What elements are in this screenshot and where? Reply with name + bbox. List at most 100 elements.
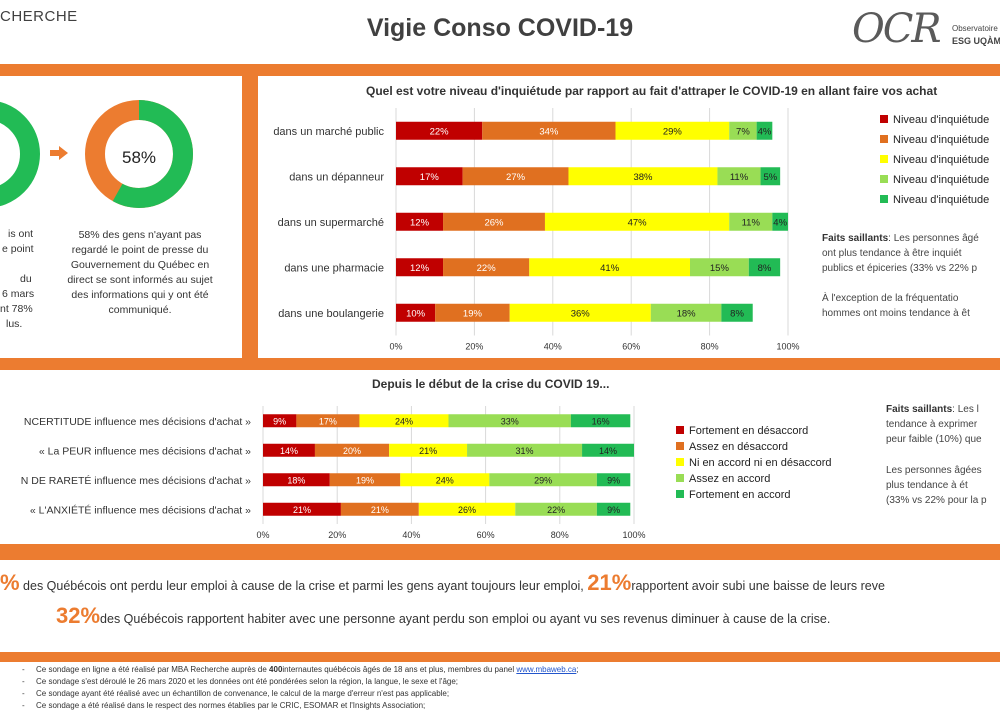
category-label: dans un marché public <box>273 126 384 138</box>
data-label: 22% <box>430 126 450 137</box>
arrow-right-icon <box>50 146 68 160</box>
bar-segment <box>359 414 449 428</box>
footnote-text: ; <box>576 665 579 674</box>
bar-segment <box>467 443 583 457</box>
category-label: N DE RARETÉ influence mes décisions d'ac… <box>21 474 251 487</box>
bar-segment <box>596 473 631 487</box>
bar-segment <box>448 414 571 428</box>
stat-text: rapportent avoir subi une baisse de leur… <box>631 579 885 593</box>
footnote-text: Ce sondage a été réalisé dans le respect… <box>36 701 426 710</box>
bar-segment <box>489 473 597 487</box>
x-tick-label: 20% <box>465 342 483 351</box>
footnote-text: internautes québécois âgés de 18 ans et … <box>282 665 517 674</box>
legend-label: Niveau d'inquiétude <box>893 174 990 186</box>
bar-segment <box>729 121 757 140</box>
faits-line: Les personnes âgées <box>886 465 982 476</box>
footnote-item: - Ce sondage en ligne a été réalisé par M… <box>22 665 579 674</box>
bar-segment <box>544 212 730 231</box>
data-label: 9% <box>273 416 286 426</box>
faits-heading: Faits saillants <box>886 404 953 415</box>
cut-text-line: e point <box>2 243 34 255</box>
faits-saillants-2: Faits saillants: Les l <box>886 402 979 417</box>
chart2-svg: 0% 20% 40% 60% 80% 100% NCERTITUDE influence m… <box>21 406 646 540</box>
legend-swatch <box>880 175 888 183</box>
bar-segment <box>721 303 753 322</box>
x-tick-label: 0% <box>389 342 402 351</box>
chart1-title: Quel est votre niveau d'inquiétude par r… <box>366 84 938 98</box>
bar-segment <box>482 121 616 140</box>
chart1-svg: 0% 20% 40% 60% 80% 100% dans un marché public 2… <box>273 108 800 351</box>
legend-label: Niveau d'inquiétude <box>893 114 990 126</box>
data-label: 11% <box>742 217 761 228</box>
bar-segment <box>263 502 341 516</box>
faits-line: plus tendance à ét <box>886 480 968 491</box>
data-label: 7% <box>736 126 750 137</box>
bar-segment <box>329 473 401 487</box>
data-label: 22% <box>547 505 565 515</box>
category-label: NCERTITUDE influence mes décisions d'ach… <box>24 416 251 428</box>
data-label: 38% <box>633 172 653 183</box>
data-label: 18% <box>287 475 305 485</box>
x-tick-label: 100% <box>622 530 645 540</box>
legend-label: Assez en désaccord <box>689 441 789 453</box>
legend-label: Niveau d'inquiétude <box>893 154 990 166</box>
legend-swatch <box>676 474 684 482</box>
page-title: Vigie Conso COVID-19 <box>366 14 634 42</box>
data-label: 4% <box>758 126 772 137</box>
bar-segment <box>717 167 761 186</box>
cut-donut-green <box>0 101 40 207</box>
chart2-legend-item: Ni en accord ni en désaccord <box>676 457 831 469</box>
bar-segment <box>509 303 651 322</box>
data-label: 15% <box>710 263 730 274</box>
footnote-text: Ce sondage ayant été réalisé avec un éch… <box>36 689 450 698</box>
x-tick-label: 40% <box>402 530 420 540</box>
faits-line: hommes ont moins tendance à êt <box>822 308 970 319</box>
panel-link[interactable]: www.mbaweb.ca <box>516 665 577 674</box>
bar-segment <box>568 167 718 186</box>
bar-segment <box>529 258 690 277</box>
data-label: 36% <box>571 308 591 319</box>
data-label: 26% <box>484 217 504 228</box>
footnote-text: Ce sondage en ligne a été réalisé par MB… <box>36 665 270 674</box>
bar-segment <box>396 258 444 277</box>
footnote-text: Ce sondage s'est déroulé le 26 mars 2020… <box>36 677 459 686</box>
bar-segment <box>263 414 297 428</box>
chart1-legend-item: Niveau d'inquiétude <box>880 114 989 126</box>
category-label: dans une boulangerie <box>278 308 384 320</box>
data-label: 24% <box>436 475 454 485</box>
chart2-legend-item: Fortement en désaccord <box>676 425 808 437</box>
data-label: 9% <box>607 475 620 485</box>
bar-segment <box>748 258 781 277</box>
faits-saillants-1: Faits saillants: Les personnes âgé <box>822 231 979 246</box>
bar-segment <box>596 502 631 516</box>
bar-segment <box>462 167 569 186</box>
bar-segment <box>570 414 631 428</box>
cut-text-line: is ont <box>8 228 34 240</box>
legend-swatch <box>676 442 684 450</box>
x-tick-label: 0% <box>256 530 269 540</box>
legend-swatch <box>676 458 684 466</box>
faits-line: peur faible (10%) que <box>886 434 982 445</box>
legend-swatch <box>880 135 888 143</box>
cut-text-line: lus. <box>6 318 23 330</box>
bar-segment <box>756 121 773 140</box>
bar-segment <box>582 443 634 457</box>
faits-line: À l'exception de la fréquentatio <box>822 293 959 304</box>
legend-label: Niveau d'inquiétude <box>893 194 990 206</box>
data-label: 34% <box>539 126 559 137</box>
chart2-legend-item: Fortement en accord <box>676 489 791 501</box>
bar-segment <box>772 212 788 231</box>
x-tick-label: 60% <box>622 342 640 351</box>
chart1-legend-item: Niveau d'inquiétude <box>880 194 989 206</box>
bar-segment <box>435 303 510 322</box>
bar-segment <box>314 443 390 457</box>
data-label: 27% <box>506 172 526 183</box>
legend-swatch <box>880 115 888 123</box>
bar-segment <box>443 212 545 231</box>
chart2-legend-item: Assez en désaccord <box>676 441 788 453</box>
legend-swatch <box>676 426 684 434</box>
chart1-legend-item: Niveau d'inquiétude <box>880 134 989 146</box>
category-label: dans un supermarché <box>278 217 384 229</box>
x-tick-label: 60% <box>477 530 495 540</box>
cut-text-line: du <box>20 273 32 285</box>
